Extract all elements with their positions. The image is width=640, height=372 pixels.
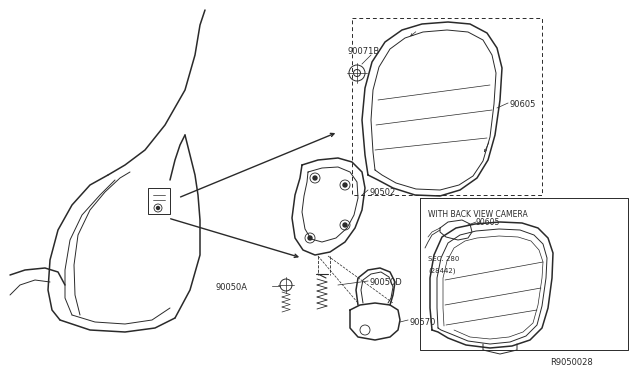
- Text: 90605: 90605: [476, 218, 500, 227]
- Text: 90502: 90502: [370, 188, 396, 197]
- Circle shape: [157, 206, 159, 209]
- Circle shape: [313, 176, 317, 180]
- Text: R9050028: R9050028: [550, 358, 593, 367]
- Circle shape: [343, 183, 347, 187]
- Circle shape: [343, 223, 347, 227]
- Text: 90050A: 90050A: [215, 283, 247, 292]
- Circle shape: [308, 236, 312, 240]
- Text: SEC. 280: SEC. 280: [428, 256, 460, 262]
- Text: 90071B: 90071B: [348, 47, 380, 56]
- Text: 90050D: 90050D: [370, 278, 403, 287]
- Text: 90570: 90570: [410, 318, 436, 327]
- FancyBboxPatch shape: [148, 188, 170, 214]
- Text: WITH BACK VIEW CAMERA: WITH BACK VIEW CAMERA: [428, 210, 528, 219]
- Text: (28442): (28442): [428, 268, 456, 275]
- Text: 90605: 90605: [510, 100, 536, 109]
